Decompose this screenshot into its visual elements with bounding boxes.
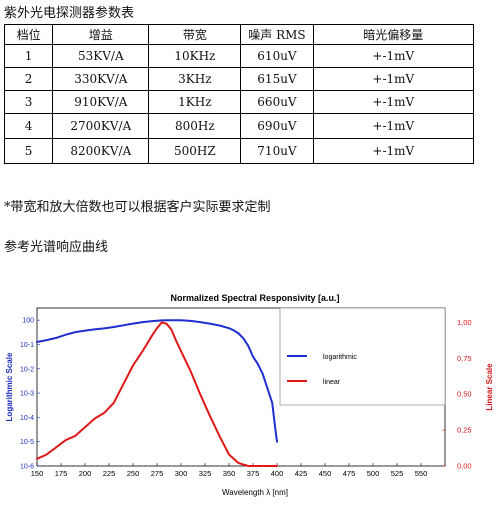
chart-title: Normalized Spectral Responsivity [a.u.]	[170, 293, 339, 303]
cell-position: 5	[3, 138, 54, 164]
legend-label-logarithmic: logarithmic	[323, 354, 357, 361]
x-tick-label: 425	[295, 469, 308, 478]
left-tick-label: 10-5	[20, 439, 34, 446]
customization-note: *带宽和放大倍数也可以根据客户实际要求定制	[4, 200, 271, 215]
right-tick-label: 0,75	[457, 354, 472, 363]
cell-gain: 8200KV/A	[52, 138, 150, 164]
right-tick-label: 0,50	[457, 390, 472, 399]
x-tick-label: 325	[199, 469, 212, 478]
right-tick-label: 0,00	[457, 462, 472, 471]
cell-dark-offset: +-1mV	[312, 138, 475, 164]
document-title: 紫外光电探测器参数表	[4, 6, 135, 21]
x-tick-label: 350	[223, 469, 236, 478]
left-tick-label: 10-1	[20, 342, 34, 349]
x-tick-label: 275	[151, 469, 164, 478]
cell-gain: 910KV/A	[52, 90, 150, 114]
parameter-table: 档位 增益 带宽 噪声 RMS 暗光偏移量 1 53KV/A 10KHz 610…	[3, 24, 475, 164]
left-axis-label: Logarithmic Scale	[5, 352, 14, 421]
left-tick-label: 10-4	[20, 415, 34, 422]
cell-bandwidth: 3KHz	[148, 67, 242, 91]
cell-noise: 660uV	[240, 90, 314, 114]
right-tick-label: 0,25	[457, 426, 472, 435]
table-row: 2 330KV/A 3KHz 615uV +-1mV	[3, 67, 475, 91]
header-bandwidth: 带宽	[148, 24, 242, 45]
x-tick-label: 525	[391, 469, 404, 478]
x-tick-label: 550	[415, 469, 428, 478]
right-tick-label: 1,00	[457, 318, 472, 327]
header-gain: 增益	[52, 24, 150, 45]
left-tick-label: 10-2	[20, 366, 34, 373]
x-tick-label: 175	[55, 469, 68, 478]
cell-position: 3	[3, 90, 54, 114]
x-tick-label: 500	[367, 469, 380, 478]
x-axis-label: Wavelength λ [nm]	[222, 488, 288, 497]
header-noise: 噪声 RMS	[240, 24, 314, 45]
x-tick-label: 200	[79, 469, 92, 478]
header-position: 档位	[3, 24, 54, 45]
right-axis-label: Linear Scale	[485, 363, 494, 411]
cell-bandwidth: 10KHz	[148, 44, 242, 68]
table-row: 4 2700KV/A 800Hz 690uV +-1mV	[3, 113, 475, 139]
cell-bandwidth: 1KHz	[148, 90, 242, 114]
table-row: 3 910KV/A 1KHz 660uV +-1mV	[3, 90, 475, 114]
cell-noise: 615uV	[240, 67, 314, 91]
x-tick-label: 400	[271, 469, 284, 478]
cell-gain: 330KV/A	[52, 67, 150, 91]
left-tick-label: 100	[22, 318, 34, 325]
cell-position: 1	[3, 44, 54, 68]
cell-bandwidth: 800Hz	[148, 113, 242, 139]
cell-bandwidth: 500HZ	[148, 138, 242, 164]
cell-noise: 690uV	[240, 113, 314, 139]
series-logarithmic-line	[36, 319, 278, 443]
left-tick-label: 10-3	[20, 391, 34, 398]
series-layer	[36, 319, 278, 467]
x-tick-label: 250	[127, 469, 140, 478]
cell-gain: 53KV/A	[52, 44, 150, 68]
cell-noise: 610uV	[240, 44, 314, 68]
cell-dark-offset: +-1mV	[312, 44, 475, 68]
x-tick-label: 150	[31, 469, 44, 478]
right-axis-ticks: 0,00 0,25 0,50 0,75 1,00	[442, 318, 472, 471]
cell-dark-offset: +-1mV	[312, 113, 475, 139]
left-tick-label: 10-6	[20, 464, 34, 471]
cell-position: 2	[3, 67, 54, 91]
series-linear-line	[36, 321, 278, 467]
spectral-response-chart: Normalized Spectral Responsivity [a.u.] …	[5, 293, 494, 497]
legend-box	[279, 307, 446, 406]
table-row: 5 8200KV/A 500HZ 710uV +-1mV	[3, 138, 475, 164]
left-axis-ticks: 10-6 10-5 10-4 10-3 10-2 10-1 100	[20, 318, 40, 471]
cell-dark-offset: +-1mV	[312, 90, 475, 114]
x-tick-label: 375	[247, 469, 260, 478]
cell-gain: 2700KV/A	[52, 113, 150, 139]
x-tick-label: 450	[319, 469, 332, 478]
x-tick-label: 475	[343, 469, 356, 478]
table-header-row: 档位 增益 带宽 噪声 RMS 暗光偏移量	[3, 24, 475, 45]
legend-label-linear: linear	[323, 379, 341, 386]
x-tick-label: 300	[175, 469, 188, 478]
cell-position: 4	[3, 113, 54, 139]
x-tick-label: 225	[103, 469, 116, 478]
header-dark-offset: 暗光偏移量	[312, 24, 475, 45]
cell-noise: 710uV	[240, 138, 314, 164]
curve-heading: 参考光谱响应曲线	[4, 240, 109, 255]
x-axis-ticks: 150 175 200 225 250 275 300 325 350 375 400 425 450 4…	[31, 463, 428, 478]
table-row: 1 53KV/A 10KHz 610uV +-1mV	[3, 44, 475, 68]
cell-dark-offset: +-1mV	[312, 67, 475, 91]
legend: logarithmic linear	[279, 307, 446, 406]
